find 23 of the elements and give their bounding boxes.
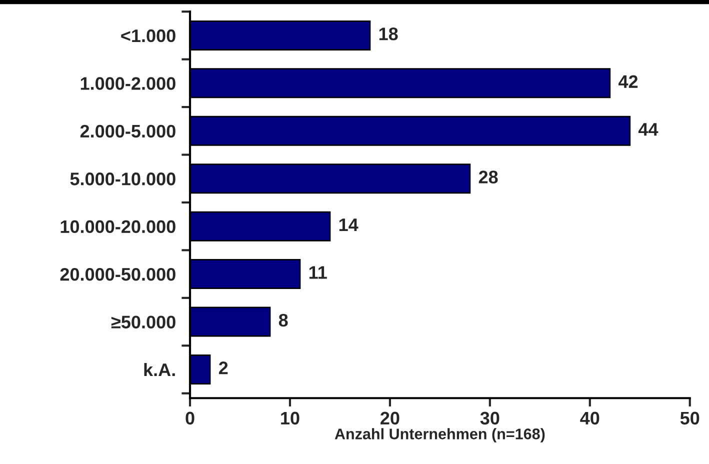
data-label: 44 (638, 123, 658, 136)
y-tick-label: 1.000-2.000 (80, 77, 176, 90)
y-tick-label: ≥50.000 (111, 316, 176, 328)
data-label: 42 (618, 75, 638, 88)
y-tick-label: 10.000-20.000 (60, 220, 176, 234)
data-label: 14 (339, 218, 358, 231)
y-tick-label: k.A. (144, 362, 175, 376)
x-axis-title: Anzahl Unternehmen (n=168) (334, 428, 545, 442)
data-label: 11 (309, 266, 327, 279)
data-label: 18 (379, 28, 398, 40)
x-tick-label: 40 (580, 412, 600, 425)
x-tick-label: 50 (680, 412, 700, 425)
data-label: 28 (478, 170, 498, 184)
x-tick-label: 30 (480, 412, 500, 425)
data-label: 8 (278, 314, 288, 327)
data-label: 2 (218, 362, 228, 374)
y-tick-label: 2.000-5.000 (80, 124, 176, 138)
y-tick-label: 20.000-50.000 (60, 268, 176, 281)
x-tick-label: 10 (281, 412, 300, 425)
y-tick-label: <1.000 (121, 29, 176, 42)
x-tick-label: 20 (380, 412, 400, 425)
x-tick-label: 0 (186, 412, 194, 425)
y-tick-label: 5.000-10.000 (70, 172, 176, 186)
